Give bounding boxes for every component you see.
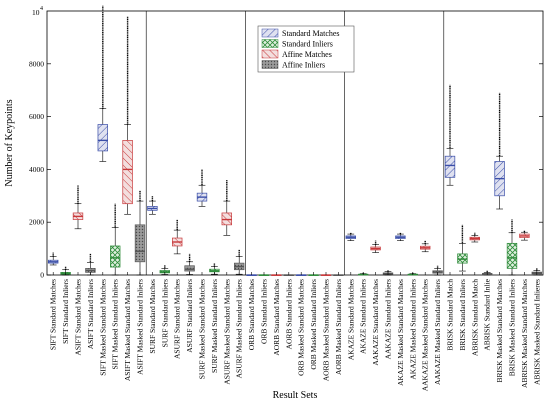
box-29 [395,232,406,241]
box-9 [147,195,158,215]
x-tick-label: BRISK Standard Match [446,279,455,351]
legend-swatch-affine-matches [261,49,279,59]
box-18 [258,274,270,276]
box-4 [85,253,96,276]
box-22 [308,274,319,276]
y-axis-label: Number of Keypoints [4,99,15,186]
x-tick-label: ABRISK Masked Standard Matches [520,279,529,388]
x-tick-label: AORB Masked Standard Matches [322,279,331,381]
x-tick-label: AKAZE Masked Standard Inliers [408,279,417,380]
box-1 [48,252,59,266]
box-body [122,140,133,205]
x-tick-label: ASURF Standard Inliers [185,279,194,353]
legend-label-standard-inliers: Standard Inliers [282,40,333,49]
x-tick-label: ASIFT Standard Matches [74,279,83,356]
x-tick-label: ORB Masked Standard Matches [297,279,306,376]
box-38 [506,219,518,276]
x-tick-label: AORB Standard Matches [272,279,281,356]
x-tick-label: SURF Standard Inliers [160,279,169,347]
y-tick-label: 0 [40,271,44,280]
box-5 [97,5,108,162]
x-tick-label: ORB Standard Matches [247,279,256,350]
x-tick-label: BRISK Masked Standard Inliers [508,279,517,376]
x-tick-label: AAKAZE Standard Inliers [384,279,393,359]
box-body [506,242,518,269]
box-13 [196,169,208,207]
x-tick-label: ASIFT Standard Inliers [86,279,95,349]
x-tick-label: ASURF Standard Matches [173,279,182,359]
x-tick-label: SIFT Masked Standard Matches [98,279,107,376]
box-body [444,155,456,178]
box-39 [519,230,530,241]
x-tick-label: ASURF Masked Standard Inliers [235,279,244,378]
box-7 [122,16,133,215]
x-tick-label: SIFT Standard Matches [49,279,58,350]
box-35 [469,232,480,243]
legend-swatch-standard-inliers [261,39,279,48]
box-body [110,245,121,268]
box-34 [457,224,468,272]
y-axis: 0 2000 4000 6000 8000 [29,59,543,280]
x-tick-label: AKAZE Standard Inliers [359,279,368,354]
x-tick-label: ABRISK Standard Match [470,279,479,356]
x-tick-label: AAKAZE Masked Standard Inliers [433,279,442,385]
box-25 [345,232,356,241]
x-tick-label: ASURF Masked Standard Matches [222,279,231,385]
x-tick-label: ABRISK Standard Inlie [483,278,492,350]
box-33 [444,84,456,186]
box-14 [209,263,220,275]
box-15 [221,179,232,236]
x-tick-label: SIFT Masked Standard Inliers [111,279,120,370]
box-27 [370,240,381,253]
y-axis-exponent-base: 10 [32,8,40,17]
x-tick-label: SURF Masked Standard Matches [198,279,207,379]
x-tick-label: AAKAZE Masked Standard Matches [421,279,430,391]
legend-label-affine-matches: Affine Matches [282,50,332,59]
x-tick-label: SIFT Standard Inliers [61,279,70,344]
x-tick-label: AORB Standard Inliers [284,279,293,349]
x-tick-label: AKAZE Standard Matches [346,279,355,360]
y-tick-label: 8000 [29,59,44,68]
box-21 [296,274,307,276]
x-tick-label: BRISK Standard Inliers [458,279,467,351]
box-3 [72,185,84,230]
box-body [184,265,195,272]
box-body [97,124,108,152]
y-tick-label: 4000 [29,165,44,174]
x-tick-label: ABRISK Masked Standard Inlieres [532,279,541,385]
legend-label-standard-matches: Standard Matches [282,29,340,38]
y-tick-label: 6000 [29,112,44,121]
x-tick-labels: SIFT Standard Matches SIFT Standard Inlie… [49,272,541,391]
x-tick-label: ASIFT Masked Standard Inliers [136,279,145,375]
box-11 [172,219,183,255]
box-body [134,224,146,263]
x-tick-label: SURF Standard Matches [148,279,157,354]
box-23 [320,274,332,276]
x-tick-label: ASIFT Masked Standard Matches [123,279,132,381]
box-24 [333,274,344,276]
box-17 [246,274,257,276]
x-tick-label: ORB Standard Inliers [260,279,269,344]
box-37 [494,92,505,210]
box-8 [134,190,146,276]
box-20 [283,274,294,276]
x-axis-label: Result Sets [273,390,318,401]
box-6 [110,203,121,276]
x-tick-label: AAKAZE Standard Matches [371,279,380,366]
x-tick-label: ORB Masked Standard Inliers [309,279,318,370]
box-16 [234,249,245,275]
box-19 [271,274,282,276]
x-tick-label: AKAZE Masked Standard Matches [396,279,405,386]
x-tick-label: AORB Masked Standard Inliers [334,279,343,375]
box-31 [420,240,431,253]
legend-swatch-affine-inliers [261,60,279,69]
x-tick-label: BRISK Masked Standard Matches [495,279,504,383]
legend-swatch-standard-matches [261,28,279,38]
x-tick-label: SURF Masked Standard Inliers [210,279,219,373]
legend-label-affine-inliers: Affine Inliers [282,61,325,70]
y-axis-exponent-power: 4 [40,6,43,12]
y-tick-label: 2000 [29,218,44,227]
